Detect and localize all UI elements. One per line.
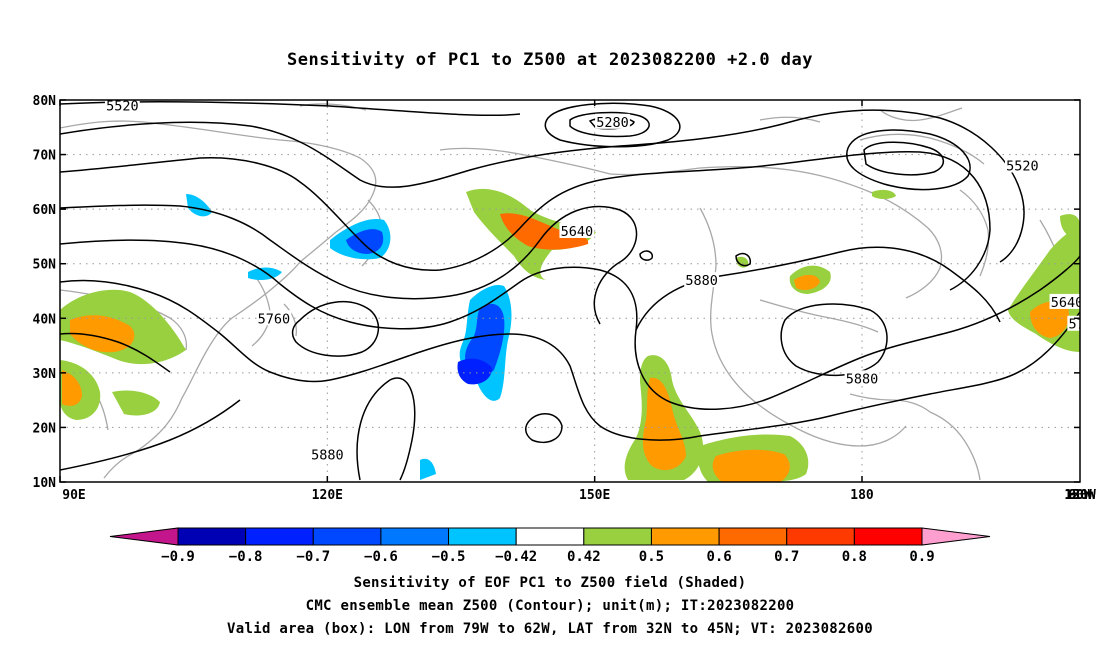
lon-tick-label: 120E: [312, 488, 343, 503]
colorbar-level-label: −0.7: [296, 549, 330, 565]
graticule: [60, 100, 1080, 482]
lon-tick-label: 180: [850, 488, 874, 503]
contour-label: 5880: [685, 273, 718, 289]
colorbar-box: [245, 527, 314, 546]
colorbar-box: [380, 527, 450, 546]
contour-label-bg: [104, 100, 140, 113]
lat-tick-label: 60N: [33, 203, 57, 218]
colorbar-triangle-high: [921, 527, 991, 546]
colorbar-labels: −0.9 −0.8 −0.7 −0.6 −0.5 −0.42 0.42 0.5 0.6 0.7 0.…: [161, 549, 935, 565]
colorbar-box: [448, 527, 517, 546]
map-title: Sensitivity of PC1 to Z500 at 2023082200…: [286, 50, 813, 70]
contour-label: 5880: [311, 448, 344, 464]
colorbar: [109, 527, 991, 546]
colorbar-level-label: −0.42: [495, 549, 537, 565]
contour-label: 5640: [1051, 295, 1084, 311]
lat-tick-label: 80N: [33, 94, 57, 109]
colorbar-level-label: −0.9: [161, 549, 195, 565]
colorbar-box: [312, 527, 382, 546]
colorbar-triangle-low: [109, 527, 179, 546]
contour-label-bg: [256, 310, 292, 326]
contour-label-bg: [1049, 293, 1080, 309]
colorbar-level-label: 0.8: [842, 549, 867, 565]
colorbar-box: [583, 527, 652, 546]
lon-tick-label: 120W: [1064, 488, 1095, 503]
colorbar-box: [650, 527, 720, 546]
colorbar-level-label: 0.42: [567, 549, 601, 565]
lat-tick-label: 40N: [33, 312, 57, 327]
caption-valid-area: Valid area (box): LON from 79W to 62W, L…: [227, 621, 873, 637]
lat-tick-label: 20N: [33, 421, 57, 436]
caption-shaded: Sensitivity of EOF PC1 to Z500 field (Sh…: [353, 575, 747, 591]
latitude-axis: 80N 70N 60N 50N 40N 30N 20N 10N: [33, 94, 57, 491]
colorbar-box: [515, 527, 585, 546]
contour-label: 5760: [258, 311, 291, 327]
lon-tick-label: 60W: [1068, 488, 1092, 503]
colorbar-level-label: −0.8: [229, 549, 263, 565]
map-plot-area: [60, 100, 1080, 482]
lat-tick-label: 50N: [33, 258, 57, 273]
contour-label: 5640: [561, 224, 594, 240]
contour-label-bg: [1005, 157, 1040, 173]
colorbar-box: [786, 527, 855, 546]
colorbar-box: [177, 527, 247, 546]
contour-label-bg: [844, 370, 880, 386]
lon-tick-label: 90E: [62, 488, 85, 503]
lon-tick-label: 150E: [579, 488, 610, 503]
colorbar-level-label: 0.9: [909, 549, 934, 565]
lon-tick-label: 90W: [1068, 488, 1092, 503]
contour-label-bg: [1067, 315, 1080, 331]
contour-labels: 5520528055205400552056405640552058805760…: [104, 98, 1100, 464]
colorbar-box: [718, 527, 788, 546]
lon-tick-label: 150W: [1064, 488, 1095, 503]
contour-label-bg: [309, 446, 345, 462]
map-frame: [59, 99, 1081, 483]
lat-tick-label: 30N: [33, 367, 57, 382]
contour-label: 5520: [106, 98, 139, 114]
contour-label: 5760: [1069, 317, 1100, 333]
colorbar-level-label: 0.6: [706, 549, 731, 565]
caption-contour: CMC ensemble mean Z500 (Contour); unit(m…: [305, 598, 795, 614]
axis-ticks: [59, 99, 1080, 483]
contour-label: 5880: [846, 371, 879, 387]
colorbar-box: [853, 527, 923, 546]
lat-tick-label: 10N: [33, 476, 57, 491]
lat-tick-label: 70N: [33, 149, 57, 164]
contour-label-bg: [684, 272, 719, 288]
colorbar-level-label: −0.6: [364, 549, 398, 565]
contour-label-bg: [595, 113, 630, 129]
colorbar-level-label: −0.5: [432, 549, 466, 565]
contour-label: 5280: [596, 115, 629, 131]
contour-label-bg: [559, 222, 595, 238]
contour-label: 5520: [1006, 158, 1039, 174]
colorbar-level-label: 0.5: [639, 549, 664, 565]
colorbar-level-label: 0.7: [774, 549, 799, 565]
shaded-sensitivity: [60, 188, 1080, 482]
